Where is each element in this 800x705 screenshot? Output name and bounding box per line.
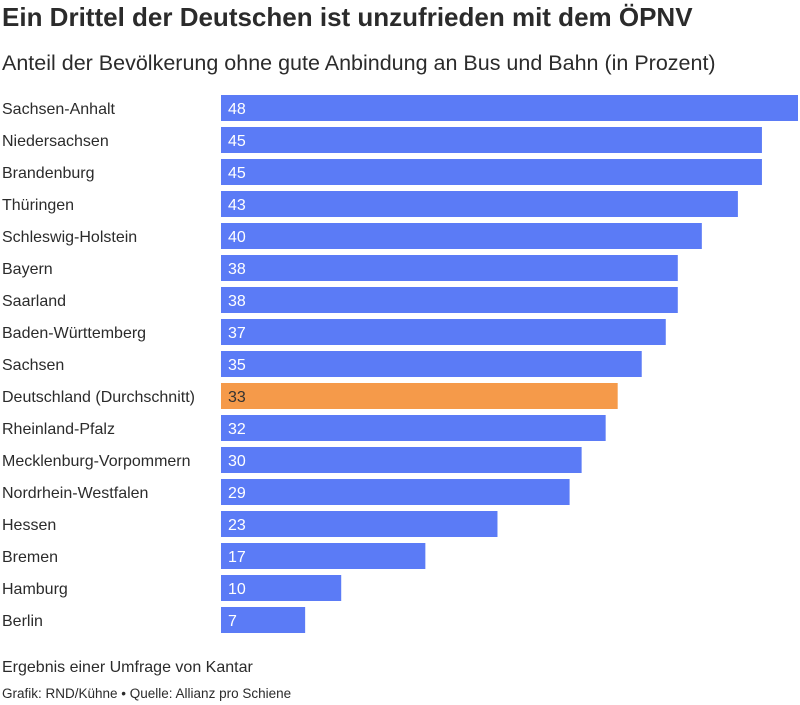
category-label-bayern: Bayern: [2, 261, 53, 278]
value-label-nordrhein-westfalen: 29: [228, 485, 246, 502]
value-label-rheinland-pfalz: 32: [228, 421, 246, 438]
bar-thuringen: [221, 191, 738, 217]
value-label-hessen: 23: [228, 517, 246, 534]
value-label-niedersachsen: 45: [228, 133, 246, 150]
category-label-hamburg: Hamburg: [2, 581, 68, 598]
bar-sachsen-anhalt: [221, 95, 798, 121]
category-label-thuringen: Thüringen: [2, 197, 74, 214]
chart-credits: Grafik: RND/Kühne • Quelle: Allianz pro …: [2, 686, 292, 701]
value-label-sachsen: 35: [228, 357, 246, 374]
bar-baden-wurttemberg: [221, 319, 666, 345]
value-label-saarland: 38: [228, 293, 246, 310]
bar-hamburg: [221, 575, 342, 601]
value-label-berlin: 7: [228, 613, 237, 630]
category-label-hessen: Hessen: [2, 517, 56, 534]
bar-niedersachsen: [221, 127, 762, 153]
bar-mecklenburg-vorpommern: [221, 447, 582, 473]
category-label-deutschland-durchschnitt: Deutschland (Durchschnitt): [2, 389, 195, 406]
value-label-sachsen-anhalt: 48: [228, 101, 246, 118]
category-label-berlin: Berlin: [2, 613, 43, 630]
chart-title: Ein Drittel der Deutschen ist unzufriede…: [2, 2, 693, 32]
value-label-deutschland-durchschnitt: 33: [228, 389, 246, 406]
bar-deutschland-durchschnitt: [221, 383, 618, 409]
bar-hessen: [221, 511, 498, 537]
value-label-bremen: 17: [228, 549, 246, 566]
bar-saarland: [221, 287, 678, 313]
value-label-thuringen: 43: [228, 197, 246, 214]
bar-rheinland-pfalz: [221, 415, 606, 441]
value-label-schleswig-holstein: 40: [228, 229, 246, 246]
category-label-brandenburg: Brandenburg: [2, 165, 95, 182]
value-label-brandenburg: 45: [228, 165, 246, 182]
category-label-nordrhein-westfalen: Nordrhein-Westfalen: [2, 485, 148, 502]
category-label-schleswig-holstein: Schleswig-Holstein: [2, 229, 137, 246]
bar-berlin: [221, 607, 306, 633]
category-label-baden-wurttemberg: Baden-Württemberg: [2, 325, 146, 342]
bar-nordrhein-westfalen: [221, 479, 570, 505]
value-label-mecklenburg-vorpommern: 30: [228, 453, 246, 470]
category-label-sachsen-anhalt: Sachsen-Anhalt: [2, 101, 116, 118]
value-label-baden-wurttemberg: 37: [228, 325, 246, 342]
category-label-rheinland-pfalz: Rheinland-Pfalz: [2, 421, 115, 438]
category-label-saarland: Saarland: [2, 293, 66, 310]
category-label-bremen: Bremen: [2, 549, 58, 566]
value-label-bayern: 38: [228, 261, 246, 278]
bar-schleswig-holstein: [221, 223, 702, 249]
value-label-hamburg: 10: [228, 581, 246, 598]
category-label-sachsen: Sachsen: [2, 357, 64, 374]
bar-bayern: [221, 255, 678, 281]
bar-sachsen: [221, 351, 642, 377]
bar-brandenburg: [221, 159, 762, 185]
category-label-niedersachsen: Niedersachsen: [2, 133, 109, 150]
bar-bremen: [221, 543, 426, 569]
category-label-mecklenburg-vorpommern: Mecklenburg-Vorpommern: [2, 453, 191, 470]
chart-subtitle: Anteil der Bevölkerung ohne gute Anbindu…: [2, 51, 716, 75]
bar-chart: Sachsen-Anhalt 48 Niedersachsen 45 Brandenbu…: [2, 95, 798, 633]
chart-footnote: Ergebnis einer Umfrage von Kantar: [2, 659, 253, 676]
